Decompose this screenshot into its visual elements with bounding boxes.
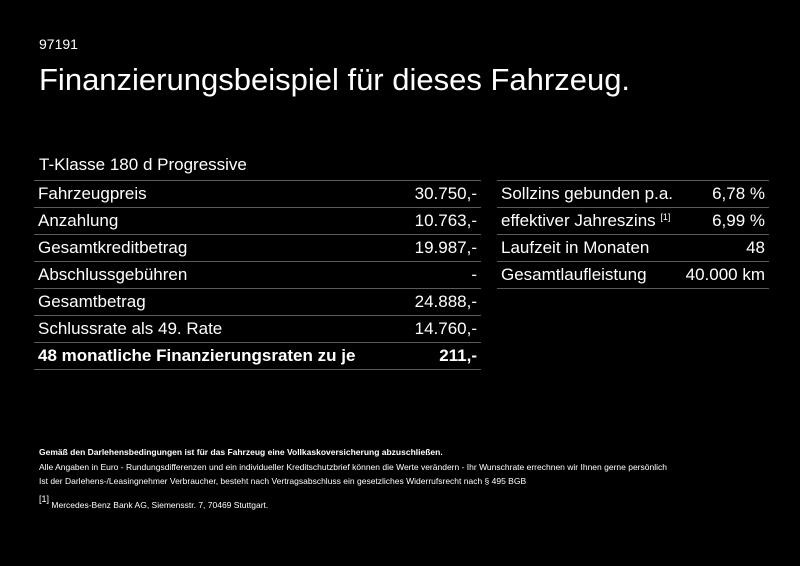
row-value: 30.750,- — [401, 180, 481, 208]
disclaimer-line-2: Ist der Darlehens-/Leasingnehmer Verbrau… — [39, 476, 527, 486]
table-row: Gesamtbetrag 24.888,- — [34, 288, 481, 316]
model-name: T-Klasse 180 d Progressive — [39, 155, 247, 174]
offer-code: 97191 — [39, 36, 78, 52]
row-label: Gesamtbetrag — [34, 288, 402, 316]
monthly-rate-row: 48 monatliche Finanzierungsraten zu je 21… — [34, 342, 481, 370]
row-label: Gesamtlaufleistung — [497, 261, 681, 289]
table-row: Gesamtlaufleistung 40.000 km — [497, 261, 769, 289]
interest-table: Sollzins gebunden p.a. 6,78 % effektiver … — [497, 180, 769, 289]
row-value: - — [401, 261, 481, 289]
row-value: 24.888,- — [401, 288, 481, 316]
table-row: effektiver Jahreszins [1] 6,99 % — [497, 207, 769, 235]
footnote-mark: [1] — [39, 494, 50, 504]
row-value: 19.987,- — [401, 234, 481, 262]
table-row: Fahrzeugpreis 30.750,- — [34, 180, 481, 208]
row-label: Gesamtkreditbetrag — [34, 234, 402, 262]
financing-table: Fahrzeugpreis 30.750,- Anzahlung 10.763,- … — [34, 180, 481, 370]
row-label: effektiver Jahreszins [1] — [497, 207, 681, 235]
table-row: Schlussrate als 49. Rate 14.760,- — [34, 315, 481, 343]
insurance-note: Gemäß den Darlehensbedingungen ist für d… — [39, 447, 443, 457]
row-value: 40.000 km — [680, 261, 769, 289]
row-label: Anzahlung — [34, 207, 402, 235]
row-label: Sollzins gebunden p.a. — [497, 180, 681, 208]
table-row: Anzahlung 10.763,- — [34, 207, 481, 235]
row-label: Schlussrate als 49. Rate — [34, 315, 402, 343]
row-label: Fahrzeugpreis — [34, 180, 402, 208]
page-title: Finanzierungsbeispiel für dieses Fahrzeu… — [39, 62, 631, 97]
row-value: 10.763,- — [401, 207, 481, 235]
row-label: 48 monatliche Finanzierungsraten zu je — [34, 342, 402, 370]
table-row: Abschlussgebühren - — [34, 261, 481, 289]
table-row: Sollzins gebunden p.a. 6,78 % — [497, 180, 769, 208]
disclaimer-line-1: Alle Angaben in Euro - Rundungsdifferenz… — [39, 462, 667, 472]
row-value: 211,- — [401, 342, 481, 370]
footnote: [1] Mercedes-Benz Bank AG, Siemensstr. 7… — [39, 494, 779, 510]
label-text: Laufzeit in Monaten — [501, 238, 650, 257]
row-value: 6,99 % — [680, 207, 769, 235]
label-text: Gesamtlaufleistung — [501, 265, 647, 284]
row-value: 48 — [680, 234, 769, 262]
footnote-text: Mercedes-Benz Bank AG, Siemensstr. 7, 70… — [51, 500, 269, 510]
footnote-ref: [1] — [660, 212, 671, 222]
row-label: Laufzeit in Monaten — [497, 234, 681, 262]
row-value: 14.760,- — [401, 315, 481, 343]
label-text: Sollzins gebunden p.a. — [501, 184, 674, 203]
row-value: 6,78 % — [680, 180, 769, 208]
table-row: Gesamtkreditbetrag 19.987,- — [34, 234, 481, 262]
table-row: Laufzeit in Monaten 48 — [497, 234, 769, 262]
label-text: effektiver Jahreszins — [501, 211, 656, 230]
row-label: Abschlussgebühren — [34, 261, 402, 289]
